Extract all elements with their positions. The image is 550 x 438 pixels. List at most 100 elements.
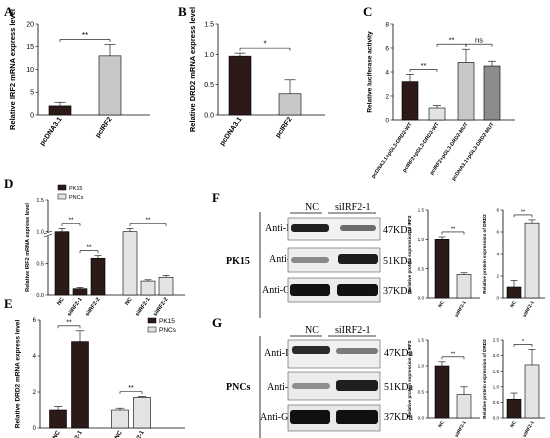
significance-label: ** bbox=[451, 226, 456, 232]
y-tick-label: 4 bbox=[33, 354, 37, 360]
chart-d: 0.0 0.5 1.0 1.5 Relative IRF2 mRNA express l… bbox=[25, 184, 185, 318]
y-tick-label: 6 bbox=[33, 318, 37, 324]
legend-swatch bbox=[57, 184, 67, 191]
bar bbox=[456, 274, 472, 299]
bar bbox=[457, 62, 475, 121]
bar bbox=[48, 105, 72, 116]
significance-label: ** bbox=[66, 319, 72, 326]
category-label: siIRF2-1 bbox=[129, 429, 146, 438]
bar bbox=[401, 81, 419, 121]
blot-f-kda-gapdh: 37KDa bbox=[383, 286, 412, 297]
y-tick-label: 0 bbox=[496, 296, 499, 301]
y-tick-label: 1.5 bbox=[418, 338, 425, 343]
legend-swatch bbox=[57, 193, 67, 200]
category-label: NC bbox=[509, 419, 517, 428]
category-label: siIRF2-1 bbox=[66, 297, 83, 318]
panel-letter-e: E bbox=[4, 296, 13, 311]
bar bbox=[72, 288, 88, 296]
y-tick-label: 0.0 bbox=[36, 293, 44, 299]
legend-label: PNCs bbox=[159, 327, 177, 334]
y-tick-label: 2.5 bbox=[493, 338, 500, 343]
y-axis-label: Relative protein expression of IRF2 bbox=[407, 215, 412, 292]
group-label-pncs: PNCs bbox=[226, 382, 251, 393]
y-tick-label: 8 bbox=[385, 21, 389, 28]
panel-letter-a: A bbox=[4, 4, 14, 19]
significance-label: ** bbox=[449, 36, 455, 45]
bar bbox=[71, 341, 89, 429]
category-label: siIRF2-1 bbox=[522, 420, 535, 438]
y-axis-label: Relative IRF2 mRNA express level bbox=[8, 9, 17, 130]
y-tick-label: 2 bbox=[33, 390, 37, 396]
chart-g2: 0.0 0.5 1.0 1.5 2.0 2.5 Relative protein expre… bbox=[482, 338, 545, 438]
significance-label: ns bbox=[475, 36, 483, 45]
y-tick-label: 2 bbox=[496, 274, 499, 279]
western-blot-f: NC siIRF2-1 Anti-IRF2 Anti-DRD2 Anti-GAP… bbox=[259, 202, 412, 318]
y-tick-label: 0.5 bbox=[493, 400, 500, 405]
bar bbox=[428, 107, 446, 121]
category-label: siIRF2-1 bbox=[522, 300, 535, 318]
blot-g-col-nc: NC bbox=[305, 325, 319, 336]
panel-letter-c: C bbox=[363, 4, 372, 19]
blot-f-kda-irf2: 47KDa bbox=[383, 225, 412, 236]
y-tick-label: 0.5 bbox=[418, 266, 425, 271]
significance-label: ** bbox=[451, 351, 456, 357]
y-axis-label: Relative DRD2 mRNA express level bbox=[15, 320, 22, 429]
y-tick-label: 0 bbox=[385, 117, 389, 124]
category-label: siIRF2-1 bbox=[454, 300, 467, 318]
significance-label: ** bbox=[128, 385, 134, 392]
bar bbox=[434, 239, 450, 299]
bar bbox=[524, 364, 540, 419]
bar bbox=[111, 409, 129, 429]
category-label: NC bbox=[52, 429, 62, 438]
category-label: pcDNA3.1 bbox=[219, 116, 244, 147]
y-tick-label: 0 bbox=[33, 426, 37, 432]
significance-label: * bbox=[263, 40, 266, 49]
panel-letter-f: F bbox=[212, 190, 220, 205]
y-tick-label: 1.0 bbox=[418, 364, 425, 369]
blot-g-col-siirf2: siIRF2-1 bbox=[335, 325, 371, 336]
chart-f1: 0.0 0.5 1.0 1.5 Relative protein expression … bbox=[407, 208, 480, 318]
y-tick-label: 6 bbox=[385, 45, 389, 52]
axis-break-mark bbox=[43, 233, 53, 238]
category-label: NC bbox=[509, 299, 517, 308]
panel-letter-g: G bbox=[212, 315, 222, 330]
bar bbox=[483, 65, 501, 121]
y-tick-label: 0.0 bbox=[418, 296, 425, 301]
y-tick-label: 1.0 bbox=[204, 52, 214, 59]
significance-label: ** bbox=[86, 244, 92, 251]
bar bbox=[434, 365, 450, 419]
category-label: siIRF2-1 bbox=[67, 429, 84, 438]
y-tick-label: 6 bbox=[496, 230, 499, 235]
blot-f-col-nc: NC bbox=[305, 202, 319, 213]
bar bbox=[122, 231, 138, 296]
legend-label: PK15 bbox=[69, 186, 82, 192]
y-tick-label: 8 bbox=[496, 208, 499, 213]
category-label: siIRF2-1 bbox=[134, 297, 151, 318]
y-axis-label: Relative protein expression of DRD2 bbox=[482, 339, 487, 419]
significance-label: ** bbox=[68, 217, 74, 224]
y-tick-label: 0.0 bbox=[204, 112, 214, 119]
blot-g-kda-irf2: 47KDa bbox=[384, 348, 413, 359]
significance-label: ** bbox=[421, 61, 427, 70]
blot-g-kda-drd2: 51KDa bbox=[384, 382, 413, 393]
y-tick-label: 0 bbox=[30, 112, 34, 119]
y-tick-label: 4 bbox=[496, 252, 499, 257]
category-label: NC bbox=[437, 299, 445, 308]
category-label: siIRF2-1 bbox=[454, 420, 467, 438]
y-tick-label: 15 bbox=[26, 44, 34, 51]
group-label-pk15: PK15 bbox=[226, 256, 250, 267]
legend-label: PK15 bbox=[159, 318, 175, 325]
bar bbox=[158, 276, 174, 296]
y-tick-label: 0.0 bbox=[418, 416, 425, 421]
category-label: siIRF2-2 bbox=[152, 297, 169, 318]
y-tick-label: 1.0 bbox=[418, 237, 425, 242]
y-tick-label: 1.5 bbox=[204, 21, 214, 28]
bar bbox=[140, 280, 156, 296]
bar bbox=[456, 394, 472, 419]
bar bbox=[228, 55, 252, 116]
significance-label: ** bbox=[82, 31, 88, 40]
y-axis-label: Relative protein expression of DRD2 bbox=[482, 214, 487, 294]
